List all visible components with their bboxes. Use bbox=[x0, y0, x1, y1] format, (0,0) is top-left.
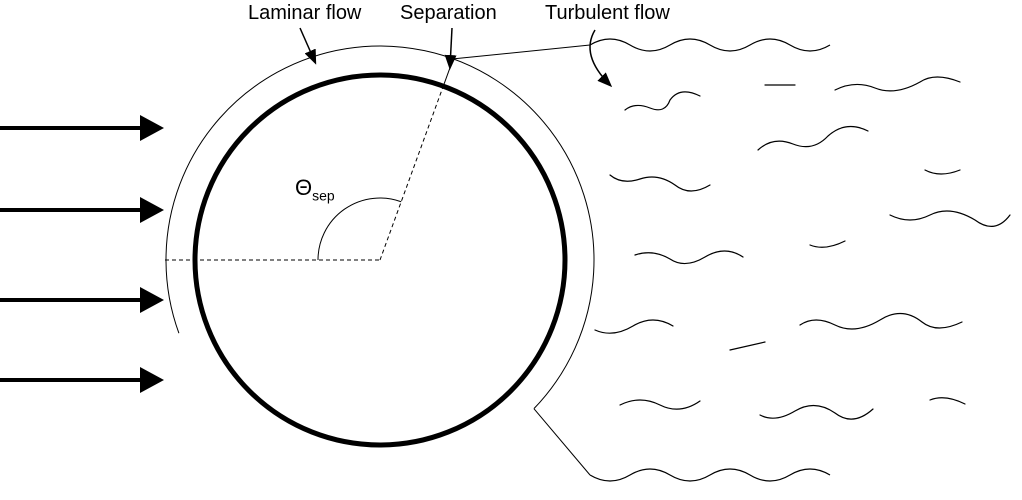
turbulent-flow-label: Turbulent flow bbox=[545, 2, 670, 25]
boundary-layer bbox=[166, 46, 594, 409]
theta-symbol: Θ bbox=[295, 175, 312, 200]
laminar-flow-label: Laminar flow bbox=[248, 2, 361, 25]
incoming-flow-arrows bbox=[0, 115, 164, 393]
separation-label: Separation bbox=[400, 2, 497, 25]
separation-angle bbox=[165, 86, 443, 260]
flow-diagram bbox=[0, 0, 1022, 500]
wake-region bbox=[453, 39, 1010, 481]
theta-sep-label: Θsep bbox=[295, 175, 335, 203]
theta-subscript: sep bbox=[312, 187, 335, 203]
